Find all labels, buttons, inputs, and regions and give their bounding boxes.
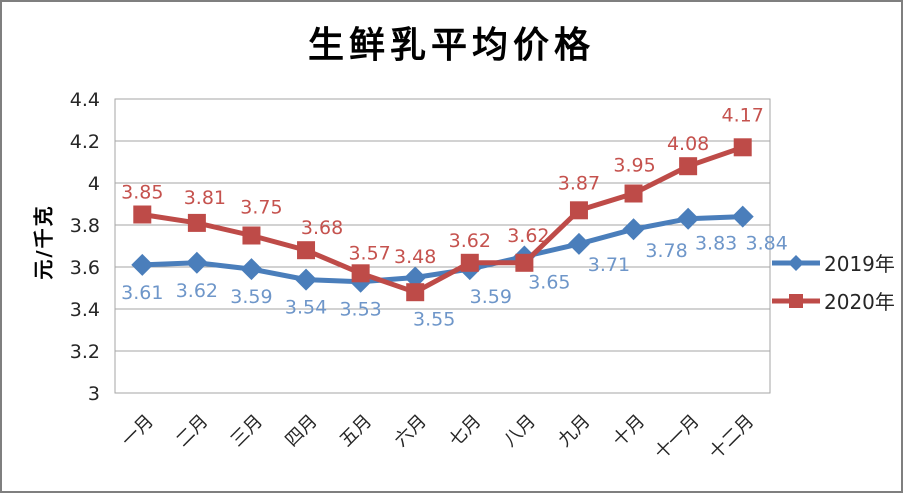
marker-square <box>569 201 588 220</box>
y-tick-label: 4.2 <box>70 131 100 153</box>
y-tick-label: 3.2 <box>70 341 100 363</box>
marker-square <box>679 157 698 176</box>
marker-diamond <box>567 232 590 255</box>
data-label: 3.62 <box>507 225 549 247</box>
data-label: 3.48 <box>394 246 436 268</box>
data-label: 3.83 <box>695 233 737 255</box>
x-tick-label: 九月 <box>554 411 594 451</box>
data-label: 3.55 <box>413 309 455 331</box>
series-line-2020年 <box>141 144 744 295</box>
marker-square <box>187 213 206 232</box>
x-tick-label: 十二月 <box>705 411 758 464</box>
x-tick-label: 一月 <box>118 411 158 451</box>
y-tick-label: 4.4 <box>70 89 100 111</box>
legend: 2019年 2020年 <box>772 249 895 314</box>
marker-diamond <box>240 258 263 281</box>
data-label: 3.71 <box>588 254 630 276</box>
x-tick-label: 五月 <box>336 411 376 451</box>
marker-square <box>133 205 152 224</box>
data-label: 4.17 <box>722 104 764 126</box>
x-tick-label: 二月 <box>172 411 212 451</box>
y-tick-label: 3.6 <box>70 257 100 279</box>
data-label: 3.75 <box>240 197 282 219</box>
marker-square <box>406 283 425 302</box>
marker-square <box>515 253 534 272</box>
data-label: 3.95 <box>613 155 655 177</box>
data-label: 3.68 <box>301 217 343 239</box>
marker-diamond <box>677 207 700 230</box>
data-label: 3.84 <box>746 233 788 255</box>
x-tick-label: 十一月 <box>651 411 704 464</box>
legend-marker-2020-icon <box>772 293 820 308</box>
data-label: 3.65 <box>528 272 570 294</box>
chart-title: 生鲜乳平均价格 <box>307 24 595 66</box>
legend-label-2020: 2020年 <box>824 290 895 314</box>
legend-swatch-shape <box>789 293 803 308</box>
x-tick-label: 四月 <box>281 411 321 451</box>
y-tick-label: 3 <box>88 383 100 405</box>
y-tick-label: 3.4 <box>70 299 100 321</box>
marker-square <box>297 241 316 260</box>
data-label: 3.59 <box>470 286 512 308</box>
marker-diamond <box>622 218 645 241</box>
data-label: 3.85 <box>121 182 163 204</box>
marker-square <box>242 226 261 245</box>
x-tick-label: 八月 <box>500 411 540 451</box>
data-label: 3.87 <box>558 172 600 194</box>
plot-border <box>114 98 771 394</box>
data-label: 3.53 <box>339 299 381 321</box>
legend-marker-2019-icon <box>772 254 820 271</box>
x-tick-label: 七月 <box>445 411 485 451</box>
marker-square <box>460 253 479 272</box>
y-tick-label: 3.8 <box>70 215 100 237</box>
marker-square <box>351 264 370 283</box>
marker-diamond <box>295 268 318 291</box>
marker-diamond <box>731 205 754 228</box>
legend-item-2019: 2019年 <box>772 249 895 276</box>
data-label: 3.57 <box>348 242 390 264</box>
x-tick-label: 十月 <box>609 411 649 451</box>
marker-diamond <box>404 266 427 289</box>
y-tick-label: 4 <box>88 173 100 195</box>
x-tick-label: 六月 <box>390 411 430 451</box>
marker-diamond <box>131 253 154 276</box>
data-label: 3.59 <box>230 286 272 308</box>
data-label: 3.54 <box>285 297 327 319</box>
marker-square <box>733 138 752 157</box>
data-label: 4.08 <box>667 133 709 155</box>
legend-label-2019: 2019年 <box>824 252 895 276</box>
data-label: 3.81 <box>184 187 226 209</box>
data-label: 3.62 <box>449 230 491 252</box>
data-label: 3.61 <box>121 282 163 304</box>
data-label: 3.78 <box>645 240 687 262</box>
legend-swatch-shape <box>788 254 804 271</box>
legend-item-2020: 2020年 <box>772 287 895 314</box>
x-tick-label: 三月 <box>227 411 267 451</box>
data-label: 3.62 <box>176 280 218 302</box>
marker-diamond <box>185 251 208 274</box>
marker-square <box>624 184 643 203</box>
